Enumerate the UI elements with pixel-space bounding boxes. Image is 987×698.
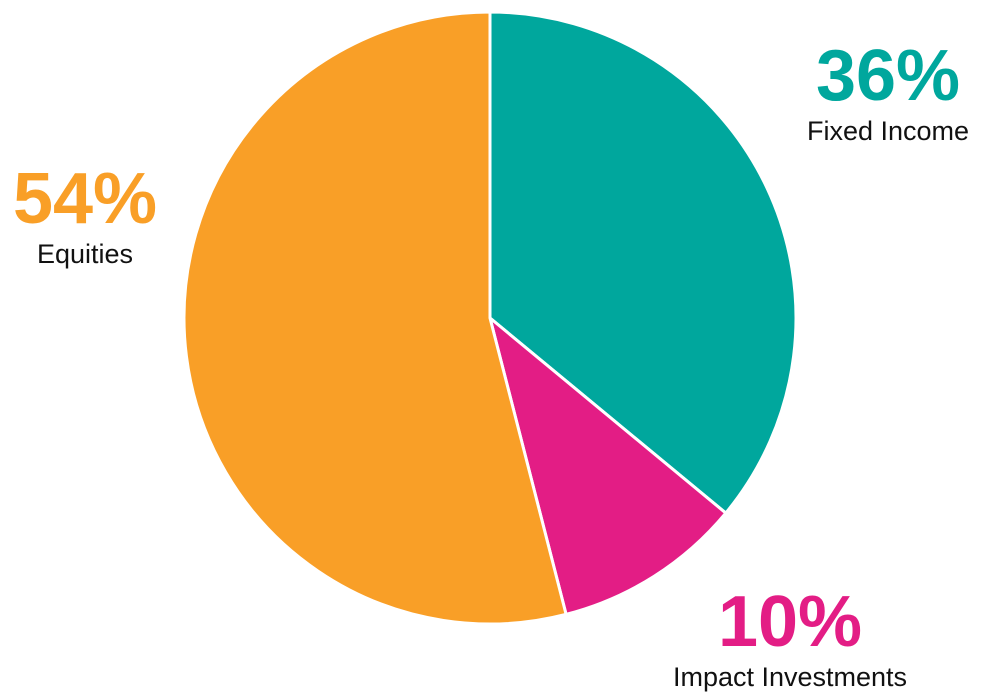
slice-percent-impact-investments: 10% xyxy=(717,582,863,662)
slice-name-impact-investments: Impact Investments xyxy=(672,662,908,692)
pie-slice-impact-investments xyxy=(488,316,728,616)
slice-name-fixed-income: Fixed Income xyxy=(806,116,970,146)
slice-percent-fixed-income: 36% xyxy=(815,36,961,116)
slice-label-fixed-income: 36% Fixed Income xyxy=(783,40,987,148)
slice-label-impact-investments: 10% Impact Investments xyxy=(630,586,950,694)
slice-percent-equities: 54% xyxy=(12,159,158,239)
pie-slice-equities xyxy=(182,10,568,626)
pie-slice-fixed-income xyxy=(488,10,798,515)
slice-label-equities: 54% Equities xyxy=(0,163,170,271)
slice-name-equities: Equities xyxy=(36,239,134,269)
